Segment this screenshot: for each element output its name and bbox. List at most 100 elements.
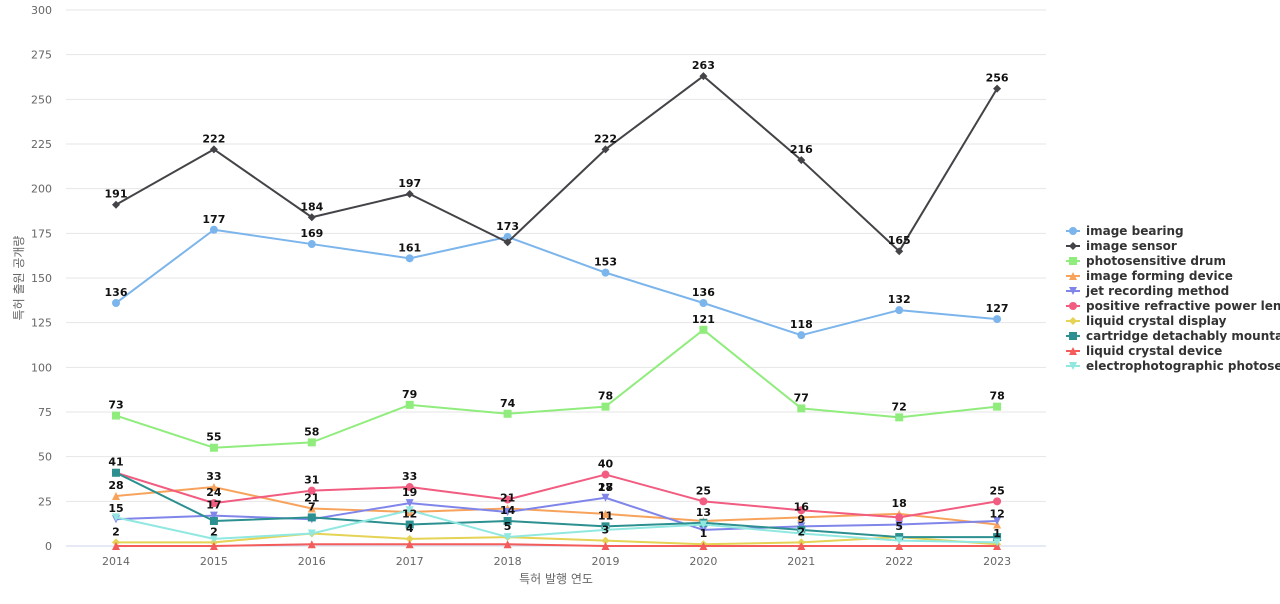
legend-item[interactable]: image sensor xyxy=(1066,239,1177,253)
data-point xyxy=(993,402,1002,411)
legend-symbol xyxy=(1069,242,1077,250)
data-point xyxy=(307,486,316,495)
data-point xyxy=(601,509,610,518)
x-tick-label: 2021 xyxy=(787,555,815,568)
data-label: 24 xyxy=(206,486,222,499)
data-label: 197 xyxy=(398,177,421,190)
data-point xyxy=(601,536,610,545)
legend-item[interactable]: cartridge detachably mounta... xyxy=(1066,329,1280,343)
data-label: 118 xyxy=(790,318,813,331)
data-label: 25 xyxy=(989,484,1004,497)
y-tick-label: 275 xyxy=(31,49,52,62)
data-label: 263 xyxy=(692,59,715,72)
data-point xyxy=(797,156,806,165)
legend-symbol xyxy=(1069,227,1077,235)
data-label: 132 xyxy=(888,293,911,306)
x-tick-label: 2016 xyxy=(298,555,326,568)
data-point xyxy=(699,520,708,529)
data-point xyxy=(699,299,708,308)
data-point xyxy=(405,190,414,199)
data-label: 11 xyxy=(598,509,613,522)
legend-item[interactable]: positive refractive power lens xyxy=(1066,299,1280,313)
data-point xyxy=(307,540,316,549)
series-line xyxy=(115,75,998,253)
y-tick-label: 150 xyxy=(31,272,52,285)
legend-item[interactable]: jet recording method xyxy=(1066,284,1229,298)
data-label: 16 xyxy=(794,500,810,513)
x-axis-title: 특허 발행 연도 xyxy=(519,571,593,586)
data-label: 222 xyxy=(594,132,617,145)
data-point xyxy=(699,525,708,534)
data-labels: 1912221841972222632161652561361771691611… xyxy=(105,59,1009,540)
y-tick-label: 250 xyxy=(31,93,52,106)
data-label: 184 xyxy=(300,200,323,213)
legend-label: liquid crystal device xyxy=(1086,344,1222,358)
legend-symbol xyxy=(1069,272,1077,280)
data-point xyxy=(307,438,316,447)
series-group xyxy=(112,493,1002,534)
data-point xyxy=(405,483,414,492)
data-label: 21 xyxy=(304,491,319,504)
data-point xyxy=(993,497,1002,506)
data-point xyxy=(895,306,904,315)
data-label: 5 xyxy=(895,520,903,533)
data-label: 169 xyxy=(300,227,323,240)
data-point xyxy=(503,409,512,418)
data-point xyxy=(503,540,512,549)
data-label: 18 xyxy=(892,497,907,510)
data-point xyxy=(993,315,1002,324)
data-label: 136 xyxy=(105,286,128,299)
legend-item[interactable]: liquid crystal display xyxy=(1066,314,1227,328)
x-tick-label: 2020 xyxy=(689,555,717,568)
y-tick-label: 50 xyxy=(38,451,52,464)
data-label: 41 xyxy=(108,456,123,469)
data-label: 1 xyxy=(700,527,708,540)
data-point xyxy=(209,499,218,508)
y-axis-title: 특허 출원 공개량 xyxy=(12,236,26,321)
data-point xyxy=(112,200,120,209)
y-tick-label: 200 xyxy=(31,183,52,196)
data-label: 28 xyxy=(108,479,123,492)
data-point xyxy=(503,232,512,241)
series-group xyxy=(112,72,1002,256)
data-point xyxy=(699,72,708,81)
data-label: 13 xyxy=(696,506,711,519)
grid-lines xyxy=(66,9,1046,547)
data-point xyxy=(895,247,904,256)
legend-item[interactable]: image bearing xyxy=(1066,224,1184,238)
data-point xyxy=(503,516,512,525)
data-point xyxy=(993,538,1002,547)
legend-item[interactable]: image forming device xyxy=(1066,269,1233,283)
data-label: 77 xyxy=(794,391,809,404)
data-label: 165 xyxy=(888,234,911,247)
data-point xyxy=(405,540,414,549)
data-point xyxy=(405,534,414,543)
x-tick-label: 2015 xyxy=(200,555,228,568)
data-label: 136 xyxy=(692,286,715,299)
data-label: 12 xyxy=(402,508,417,521)
legend-item[interactable]: electrophotographic photose... xyxy=(1066,359,1280,373)
data-point xyxy=(601,402,610,411)
legend-label: positive refractive power lens xyxy=(1086,299,1280,313)
data-point xyxy=(112,491,120,500)
data-label: 14 xyxy=(500,504,516,517)
data-point xyxy=(405,254,414,263)
data-point xyxy=(112,411,120,420)
legend-label: liquid crystal display xyxy=(1086,314,1227,328)
data-label: 40 xyxy=(598,458,614,471)
data-point xyxy=(895,542,904,550)
legend-label: image sensor xyxy=(1086,239,1177,253)
data-point xyxy=(895,513,904,522)
data-label: 2 xyxy=(210,525,218,538)
legend-item[interactable]: photosensitive drum xyxy=(1066,254,1226,268)
series-line xyxy=(115,228,998,337)
x-tick-label: 2019 xyxy=(592,555,620,568)
series-line xyxy=(115,509,998,544)
data-point xyxy=(405,520,414,529)
x-tick-label: 2022 xyxy=(885,555,913,568)
legend-symbol xyxy=(1069,287,1077,295)
data-label: 5 xyxy=(504,520,512,533)
data-point xyxy=(895,520,904,529)
data-label: 18 xyxy=(598,481,613,494)
legend-item[interactable]: liquid crystal device xyxy=(1066,344,1222,358)
